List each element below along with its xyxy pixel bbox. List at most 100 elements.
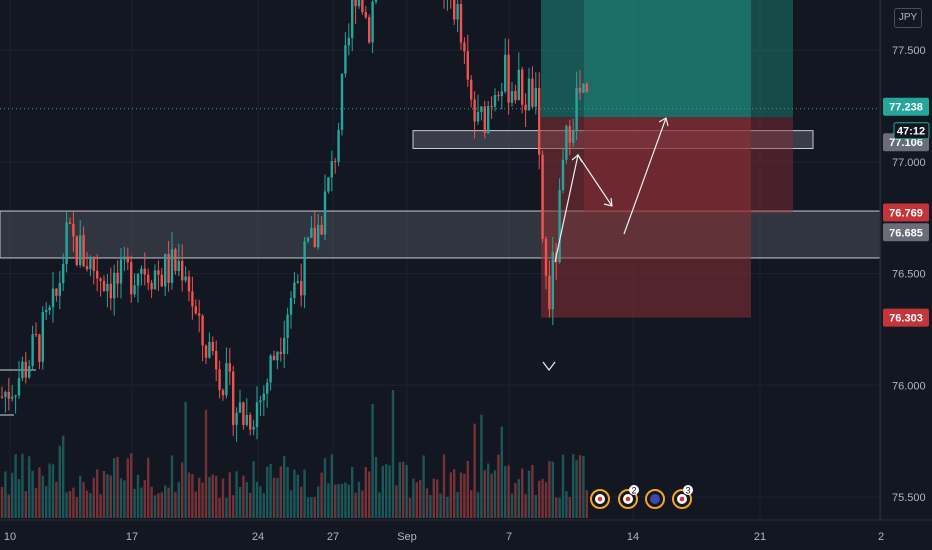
candle-body bbox=[72, 223, 75, 237]
candle-body bbox=[527, 78, 531, 111]
volume-bar bbox=[92, 477, 95, 518]
time-tick-label: 2 bbox=[878, 531, 884, 543]
candle-body bbox=[582, 83, 585, 93]
candle-body bbox=[327, 177, 330, 192]
time-axis[interactable]: 10 17 24 27 Sep 7 14 21 2 bbox=[4, 531, 884, 543]
candle-body bbox=[490, 105, 493, 107]
volume-bar bbox=[412, 478, 415, 518]
volume-bar bbox=[130, 453, 133, 518]
candle-body bbox=[507, 54, 510, 103]
arrow-drawings[interactable] bbox=[542, 117, 669, 371]
volume-bar bbox=[167, 487, 170, 518]
volume-bar bbox=[204, 409, 208, 518]
candle-body bbox=[238, 402, 242, 413]
candle-body bbox=[585, 83, 588, 93]
candle-body bbox=[0, 396, 4, 398]
volume-bar bbox=[398, 462, 401, 518]
volume-bar bbox=[337, 483, 340, 518]
price-axis[interactable]: 75.50076.00076.50077.00077.50078.00078.5… bbox=[892, 0, 926, 504]
candle-body bbox=[75, 236, 78, 265]
volume-bar bbox=[221, 478, 225, 518]
position-tools[interactable] bbox=[541, 0, 793, 318]
candle-body bbox=[123, 256, 126, 260]
volume-bar bbox=[300, 486, 303, 518]
candle-body bbox=[221, 390, 225, 396]
volume-bar bbox=[565, 491, 568, 518]
volume-bar bbox=[439, 493, 442, 518]
candle-body bbox=[480, 106, 483, 113]
volume-bar bbox=[534, 494, 537, 518]
candle-body bbox=[368, 17, 371, 43]
volume-bar bbox=[320, 472, 323, 518]
volume-bar bbox=[136, 474, 140, 518]
candle-body bbox=[130, 262, 133, 295]
candle-body bbox=[28, 366, 31, 378]
volume-bar bbox=[568, 497, 571, 518]
volume-bar bbox=[330, 454, 333, 518]
volume-bar bbox=[279, 466, 282, 518]
volume-bar bbox=[558, 497, 561, 518]
volume-bar bbox=[157, 493, 160, 518]
volume-bar bbox=[51, 464, 55, 518]
volume-bar bbox=[446, 496, 449, 518]
volume-bar bbox=[415, 482, 418, 518]
candle-body bbox=[534, 87, 537, 107]
volume-bar bbox=[483, 470, 486, 518]
volume-bar bbox=[140, 487, 143, 518]
candle-body bbox=[466, 51, 469, 80]
time-tick-label: 24 bbox=[252, 531, 264, 543]
volume-bar bbox=[296, 474, 299, 518]
volume-bar bbox=[524, 493, 527, 518]
candle-body bbox=[306, 237, 310, 242]
volume-bar bbox=[249, 492, 252, 518]
candle-body bbox=[21, 361, 24, 379]
volume-bar bbox=[368, 471, 371, 518]
candle-body bbox=[374, 0, 378, 2]
volume-bar bbox=[259, 486, 262, 518]
candle-body bbox=[136, 273, 140, 286]
price-badge-stop-1 bbox=[883, 203, 929, 222]
price-badge-label: 76.685 bbox=[889, 227, 923, 239]
volume-bar bbox=[419, 480, 422, 518]
volume-bar bbox=[85, 490, 89, 518]
candle-body bbox=[82, 235, 85, 267]
japan-flag-dot bbox=[597, 496, 603, 502]
price-tick-label: 77.500 bbox=[892, 45, 926, 57]
volume-bar bbox=[211, 474, 214, 518]
volume-bar bbox=[126, 458, 129, 518]
volume-bar bbox=[351, 467, 354, 518]
event-count-badge bbox=[629, 485, 639, 495]
volume-bar bbox=[72, 487, 75, 518]
volume-bar bbox=[364, 467, 367, 518]
volume-bar bbox=[177, 482, 180, 518]
time-tick-label: 27 bbox=[327, 531, 339, 543]
volume-bar bbox=[551, 461, 554, 518]
candle-body bbox=[249, 415, 252, 430]
time-tick-label: Sep bbox=[397, 531, 417, 543]
currency-badge[interactable]: JPY bbox=[894, 8, 922, 28]
volume-bar bbox=[436, 479, 439, 518]
candle-body bbox=[245, 415, 248, 425]
volume-bar bbox=[555, 497, 558, 518]
candle-body bbox=[551, 252, 554, 310]
candle-body bbox=[344, 45, 347, 74]
volume-bar bbox=[283, 456, 286, 518]
volume-bar bbox=[504, 466, 507, 518]
price-tick-label: 76.000 bbox=[892, 380, 926, 392]
volume-bar bbox=[480, 414, 483, 518]
candle-body bbox=[215, 350, 218, 370]
volume-bar bbox=[432, 478, 435, 518]
candlestick-series bbox=[0, 0, 588, 442]
candle-body bbox=[517, 69, 520, 101]
countdown-badge bbox=[893, 122, 930, 140]
candle-body bbox=[99, 278, 102, 281]
candle-body bbox=[187, 276, 191, 292]
event-count: 3 bbox=[685, 486, 690, 496]
candle-body bbox=[453, 0, 456, 20]
candle-body bbox=[300, 281, 303, 296]
candle-body bbox=[364, 12, 367, 18]
candle-body bbox=[181, 260, 184, 281]
candle-body bbox=[34, 334, 38, 336]
